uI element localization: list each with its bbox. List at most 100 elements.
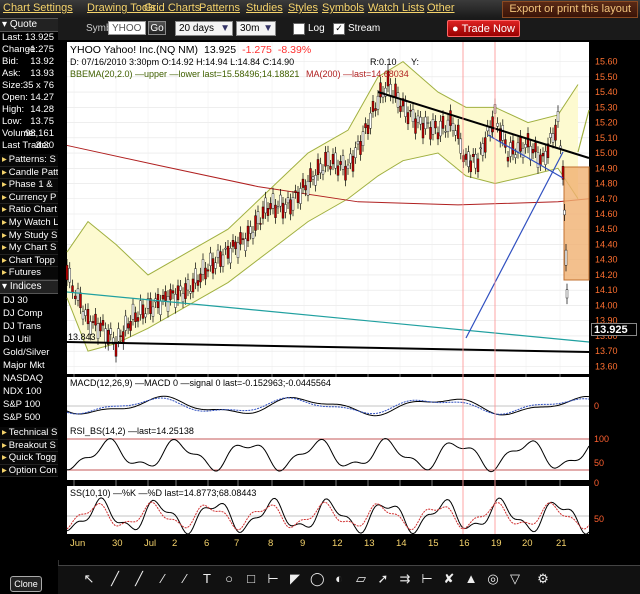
time-tick: 8	[268, 538, 273, 549]
line-tool-icon[interactable]: ╱	[111, 571, 119, 586]
index-item[interactable]: DJ Trans	[3, 320, 42, 332]
nav-item[interactable]: ▸ My Study S	[0, 229, 58, 243]
erase-tool-icon[interactable]: ✘	[443, 571, 455, 586]
rectangle-tool-icon[interactable]: □	[247, 571, 255, 586]
time-tick: Jun	[70, 538, 85, 549]
index-item[interactable]: NDX 100	[3, 385, 42, 397]
pointer-icon[interactable]: ↖	[83, 571, 95, 586]
sidebar: ▾ Quote Last: 13.925 Change: -1.275 Bid: 13.9…	[0, 18, 59, 593]
channel-tool-icon[interactable]: ∕	[161, 571, 165, 586]
stochastic-panel[interactable]	[67, 486, 589, 534]
text-tool-icon[interactable]: T	[203, 571, 211, 586]
quote-value: 13.75	[30, 116, 54, 127]
gann-fan-icon[interactable]: ➚	[377, 571, 389, 586]
rsi-legend: RSI_BS(14,2) —last=14.25138	[70, 426, 194, 436]
quote-row: Volume: 98,161	[0, 128, 58, 140]
nav-item[interactable]: ▸ Ratio Chart	[0, 204, 58, 217]
andrews-pitchfork-icon[interactable]: ▱	[356, 571, 366, 586]
support-trendline[interactable]	[66, 341, 590, 353]
time-tick: 7	[234, 538, 239, 549]
index-item[interactable]: DJ Comp	[3, 307, 43, 319]
nav-item[interactable]: ▸ My Watch L	[0, 216, 58, 230]
menu-symbols[interactable]: Symbols	[322, 2, 365, 14]
time-tick: 12	[332, 538, 343, 549]
nav-item[interactable]: ▸ Candle Patt	[0, 166, 58, 180]
settings-gear-icon[interactable]: ⚙	[537, 571, 549, 586]
nav-item[interactable]: ▸ Currency P	[0, 191, 58, 205]
indices-header[interactable]: ▾ Indices	[0, 279, 58, 294]
menu-studies[interactable]: Studies	[246, 2, 283, 14]
index-item[interactable]: DJ Util	[3, 333, 31, 345]
index-item[interactable]: S&P 100	[3, 398, 41, 410]
nav-item[interactable]: ▸ Phase 1 &	[0, 179, 58, 192]
price-tick: 13.70	[595, 346, 618, 356]
time-axis: Jun 30 Jul 2 6 7 8 9 12 13 14 15 16 19 20 21	[70, 538, 567, 549]
fibonacci-tool-icon[interactable]: ⊢	[267, 571, 279, 586]
arc-tool-icon[interactable]: ◐	[335, 571, 343, 586]
price-tick: 14.80	[595, 179, 618, 189]
menu-patterns[interactable]: Patterns	[199, 2, 240, 14]
export-print-button[interactable]: Export or print this layout	[502, 1, 638, 18]
quote-panel: Last: 13.925 Change: -1.275 Bid: 13.92 Ask: 13.…	[0, 32, 58, 152]
measure-tool-icon[interactable]: ⇉	[399, 571, 411, 586]
menu-chart-settings[interactable]: Chart Settings	[3, 2, 73, 14]
nav-item[interactable]: ▸ Breakout S	[0, 439, 58, 453]
target-tool-icon[interactable]: ◎	[487, 571, 499, 586]
trend-line-blue-down[interactable]	[487, 134, 564, 179]
nav-list-2: ▸ Technical S ▸ Breakout S ▸ Quick Togg ▸ Optio…	[0, 426, 58, 478]
trend-line-blue-up[interactable]	[465, 151, 564, 339]
indices-list: DJ 30 DJ Comp DJ Trans DJ Util Gold/Silver Ma…	[0, 294, 58, 424]
parallel-tool-icon[interactable]: ∕	[183, 571, 187, 586]
nav-list: ▸ Patterns: S ▸ Candle Patt ▸ Phase 1 & ▸ Curre…	[0, 154, 58, 280]
menubar: Chart Settings Drawing Tools Grid Charts…	[0, 0, 640, 19]
menu-other[interactable]: Other	[427, 2, 455, 14]
index-item[interactable]: DJ 30	[3, 294, 28, 306]
quote-row: Size: 35 x 76	[0, 80, 58, 92]
index-item[interactable]: Major Mkt	[3, 359, 45, 371]
menu-styles[interactable]: Styles	[288, 2, 318, 14]
menu-drawing-tools[interactable]: Drawing Tools	[87, 2, 156, 14]
ma-legend: MA(200) —last=14.68034	[306, 69, 409, 79]
alert-tool-icon[interactable]: ▲	[464, 571, 478, 586]
go-button[interactable]: Go	[148, 21, 166, 35]
nav-item[interactable]: ▸ My Chart S	[0, 242, 58, 255]
nav-item[interactable]: ▸ Chart Topp	[0, 254, 58, 268]
stream-label: Stream	[348, 23, 381, 34]
ma200-line	[66, 144, 590, 206]
price-tick: 15.60	[595, 57, 618, 67]
speed-line-icon[interactable]: ◤	[290, 571, 300, 586]
nav-item[interactable]: ▸ Quick Togg	[0, 452, 58, 465]
ray-tool-icon[interactable]: ╱	[135, 571, 143, 586]
clone-button[interactable]: Clone	[10, 576, 42, 592]
nav-item[interactable]: ▸ Futures	[0, 267, 58, 280]
stream-checkbox[interactable]: ✓	[333, 23, 345, 35]
interval-select[interactable]: 30m ▼	[236, 21, 276, 36]
channel-line-teal[interactable]	[66, 291, 590, 343]
menu-watch-lists[interactable]: Watch Lists	[368, 2, 425, 14]
menu-grid-charts[interactable]: Grid Charts	[144, 2, 201, 14]
ellipse-tool-icon[interactable]: ○	[225, 571, 233, 586]
drop-tool-icon[interactable]: ▽	[510, 571, 520, 586]
nav-item[interactable]: ▸ Technical S	[0, 426, 58, 440]
nav-item[interactable]: ▸ Option Con	[0, 464, 58, 478]
period-select[interactable]: 20 days ▼	[175, 21, 233, 36]
resistance-trendline[interactable]	[377, 91, 590, 159]
regression-tool-icon[interactable]: ⊢	[421, 571, 433, 586]
quote-header[interactable]: ▾ Quote	[0, 18, 58, 32]
index-item[interactable]: S&P 500	[3, 411, 41, 423]
nav-item[interactable]: ▸ Patterns: S	[0, 154, 58, 167]
rsi-panel[interactable]	[67, 425, 589, 480]
expand-arrow-icon: ▸	[2, 179, 7, 191]
index-item[interactable]: Gold/Silver	[3, 346, 50, 358]
symbol-label: Symbol	[86, 23, 120, 34]
index-item[interactable]: NASDAQ	[3, 372, 44, 384]
cycle-tool-icon[interactable]: ◯	[310, 571, 325, 586]
quote-row: High: 14.28	[0, 104, 58, 116]
stoch-k-line	[66, 497, 590, 535]
bbema-legend: BBEMA(20,2.0) —upper —lower last=15.5849…	[70, 69, 299, 79]
symbol-input[interactable]: YHOO	[108, 21, 146, 35]
log-checkbox[interactable]	[293, 23, 305, 35]
drawing-toolbar: ↖ ╱ ╱ ∕ ∕ T ○ □ ⊢ ◤ ◯ ◐ ▱ ➚ ⇉ ⊢ ✘ ▲ ◎ ▽ …	[58, 565, 640, 594]
trade-now-button[interactable]: ● Trade Now	[447, 20, 520, 37]
chart-area[interactable]: 15.60 15.50 15.40 15.30 15.20 15.10 15.00 14.90…	[58, 40, 640, 560]
